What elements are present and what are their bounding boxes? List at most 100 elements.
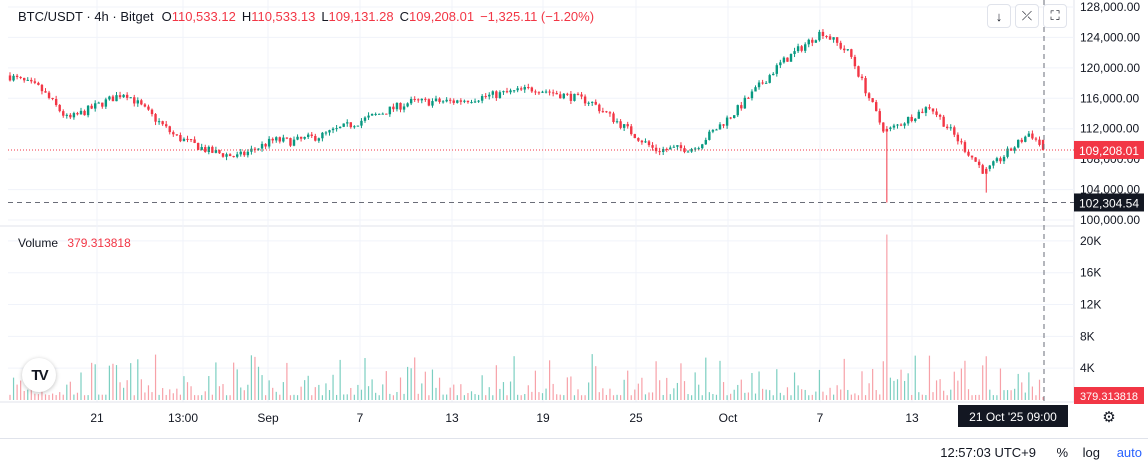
volume-bar	[896, 379, 899, 400]
fullscreen-icon[interactable]: ⛶	[1043, 4, 1067, 28]
volume-bar	[602, 388, 604, 400]
candle-body	[104, 99, 108, 107]
volume-bar	[492, 395, 494, 400]
tradingview-logo[interactable]: TV	[22, 358, 56, 392]
candle-body	[889, 127, 892, 129]
candle-body	[512, 90, 516, 92]
volume-tick-label[interactable]: 8K	[1080, 329, 1095, 343]
candle-body	[86, 105, 90, 116]
volume-bar	[953, 371, 955, 400]
time-tick-label[interactable]: 13	[445, 411, 459, 425]
volume-bar	[946, 395, 948, 400]
volume-bar	[73, 394, 75, 400]
volume-bar	[868, 383, 870, 400]
time-tick-label[interactable]: 7	[817, 411, 824, 425]
price-tick-label[interactable]: 100,000.00	[1080, 213, 1140, 227]
time-tick-label[interactable]: 13	[905, 411, 919, 425]
price-tick-label[interactable]: 104,000.00	[1080, 183, 1140, 197]
volume-tick-label[interactable]: 20K	[1080, 234, 1101, 248]
volume-bar	[815, 391, 817, 400]
price-tick-label[interactable]: 112,000.00	[1080, 122, 1139, 136]
candle-body	[420, 98, 423, 101]
time-tick-label[interactable]: 21	[90, 411, 104, 425]
volume-bar	[194, 395, 196, 400]
candles[interactable]	[8, 29, 1045, 203]
volume-bar	[353, 394, 355, 400]
volume-bar	[588, 382, 590, 400]
candle-body	[733, 115, 736, 119]
volume-bar	[428, 395, 430, 400]
candle-body	[30, 79, 33, 82]
candle-body	[761, 82, 764, 84]
volume-legend[interactable]: Volume 379.313818	[18, 236, 131, 250]
candle-body	[314, 135, 317, 141]
volume-bar	[314, 387, 316, 400]
candle-body	[172, 132, 175, 135]
candle-body	[818, 31, 821, 41]
candle-body	[985, 168, 988, 174]
candle-body	[182, 138, 186, 142]
candle-body	[385, 113, 388, 115]
volume-bar	[580, 395, 583, 400]
volume-tick-label[interactable]: 16K	[1080, 266, 1101, 280]
symbol-title[interactable]: BTC/USDT · 4h · Bitget	[18, 9, 154, 24]
volume-bar	[1042, 396, 1044, 400]
price-tick-label[interactable]: 124,000.00	[1080, 30, 1140, 44]
percent-toggle[interactable]: %	[1056, 445, 1068, 460]
time-tick-label[interactable]: 25	[629, 411, 643, 425]
clock[interactable]: 12:57:03 UTC+9	[940, 445, 1036, 460]
last-price-badge[interactable]	[1074, 140, 1144, 159]
volume-bars[interactable]	[9, 234, 1044, 400]
candle-body	[988, 165, 991, 169]
candle-body	[850, 49, 853, 57]
time-tick-label[interactable]: 7	[357, 411, 364, 425]
candle-body	[232, 156, 235, 158]
volume-bar	[662, 394, 664, 400]
candle-body	[466, 100, 470, 103]
volume-bar	[879, 394, 881, 400]
candle-body	[686, 151, 690, 153]
price-tick-label[interactable]: 120,000.00	[1080, 61, 1140, 75]
volume-bar	[83, 395, 86, 400]
candle-body	[72, 113, 76, 118]
volume-bar	[506, 395, 508, 400]
volume-bar	[563, 395, 565, 400]
volume-bar	[719, 360, 721, 400]
candle-body	[516, 88, 519, 91]
settings-icon[interactable]: ⚙	[1102, 409, 1116, 426]
volume-bar	[605, 394, 607, 400]
arrow-down-icon[interactable]: ↓	[987, 4, 1011, 28]
candle-body	[615, 121, 619, 123]
volume-bar	[325, 383, 327, 400]
chart-canvas[interactable]: 128,000.00 124,000.00 120,000.00 116,000.00…	[0, 0, 1148, 438]
candle-body	[520, 88, 523, 90]
candle-body	[772, 73, 775, 76]
candle-body	[51, 97, 54, 100]
candle-body	[452, 100, 455, 103]
time-tick-label[interactable]: 13:00	[168, 411, 198, 425]
candle-body	[690, 149, 693, 152]
price-tick-label[interactable]: 128,000.00	[1080, 0, 1140, 14]
candle-body	[647, 141, 651, 146]
candle-body	[8, 75, 12, 81]
volume-tick-label[interactable]: 4K	[1080, 361, 1095, 375]
volume-bar	[825, 395, 828, 400]
volume-bar	[485, 395, 487, 400]
candle-body	[562, 93, 565, 99]
volume-bar	[392, 395, 394, 400]
volume-bar	[91, 362, 93, 400]
low-value: 109,131.28	[328, 9, 394, 24]
volume-bar	[790, 395, 792, 400]
candle-body	[65, 114, 68, 116]
volume-tick-label[interactable]: 12K	[1080, 298, 1101, 312]
collapse-icon[interactable]: ⤫	[1015, 4, 1039, 28]
volume-bar	[637, 383, 639, 400]
time-tick-label[interactable]: 19	[536, 411, 550, 425]
volume-bar	[76, 392, 79, 400]
auto-toggle[interactable]: auto	[1116, 445, 1142, 460]
volume-bar	[520, 395, 522, 400]
price-tick-label[interactable]: 116,000.00	[1080, 91, 1139, 105]
time-tick-label[interactable]: Sep	[257, 411, 279, 425]
log-toggle[interactable]: log	[1082, 445, 1100, 460]
time-tick-label[interactable]: Oct	[719, 411, 738, 425]
